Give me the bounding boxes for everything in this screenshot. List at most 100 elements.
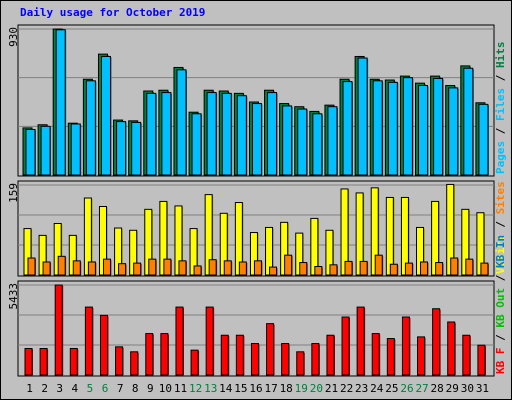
bar-sites-18 — [284, 254, 293, 276]
bar-visits-25 — [385, 196, 394, 276]
legend-item: / — [494, 268, 507, 288]
legend-pages-files-hits: Pages / Files / Hits — [494, 42, 507, 175]
x-tick-label: 25 — [385, 382, 398, 395]
bar-sites-29 — [450, 257, 459, 276]
bar-sites-15 — [238, 261, 247, 276]
x-tick-label: 15 — [234, 382, 247, 395]
bar-kb_f-26 — [401, 316, 410, 376]
bar-sites-13 — [208, 259, 217, 276]
x-tick-label: 26 — [400, 382, 413, 395]
bar-kb_f-23 — [356, 306, 365, 376]
x-tick-label: 24 — [370, 382, 384, 395]
legend-item: Hits — [494, 42, 507, 69]
bar-sites-2 — [42, 261, 51, 276]
bar-sites-1 — [27, 257, 36, 276]
bar-sites-19 — [299, 262, 308, 276]
bar-sites-6 — [102, 258, 111, 276]
bar-sites-12 — [193, 265, 202, 276]
legend-item: / — [494, 328, 507, 348]
bar-sites-28 — [435, 262, 444, 276]
bar-kb_f-8 — [130, 351, 139, 376]
x-tick-label: 4 — [72, 382, 79, 395]
bar-pages-27 — [418, 85, 429, 176]
bar-kb_f-28 — [432, 308, 441, 376]
panel-border — [17, 280, 495, 377]
x-tick-label: 13 — [204, 382, 217, 395]
x-tick-label: 18 — [280, 382, 293, 395]
chart-title: Daily usage for October 2019 — [20, 6, 205, 19]
panel-pages-files-hits: 930 Pages / Files / Hits — [7, 24, 507, 177]
bar-pages-24 — [372, 80, 383, 176]
bar-pages-22 — [342, 81, 353, 176]
bar-kb_f-17 — [266, 323, 275, 376]
x-tick-label: 17 — [264, 382, 277, 395]
bar-kb_f-14 — [220, 334, 229, 376]
x-tick-label: 31 — [476, 382, 489, 395]
bar-sites-7 — [118, 263, 127, 276]
bar-pages-29 — [448, 87, 459, 176]
bar-kb_f-19 — [296, 351, 305, 376]
y-axis-max-label: 159 — [7, 183, 20, 203]
bar-kb_f-31 — [477, 344, 486, 376]
bar-pages-13 — [206, 92, 217, 176]
bar-pages-19 — [297, 108, 308, 176]
bar-kb_f-13 — [205, 306, 214, 376]
bar-kb_f-7 — [115, 346, 124, 376]
bar-kb_f-24 — [371, 333, 380, 376]
x-tick-label: 6 — [102, 382, 109, 395]
bar-pages-25 — [387, 81, 398, 176]
bar-kb_f-20 — [311, 343, 320, 376]
bar-pages-5 — [85, 80, 96, 176]
bar-pages-18 — [282, 105, 293, 176]
bar-kb_f-11 — [175, 306, 184, 376]
bar-kb_f-15 — [235, 334, 244, 376]
bar-pages-3 — [55, 29, 66, 176]
x-tick-label: 16 — [249, 382, 262, 395]
bar-kb_f-10 — [160, 333, 169, 376]
x-tick-label: 30 — [461, 382, 474, 395]
x-tick-label: 10 — [159, 382, 172, 395]
bar-kb_f-6 — [99, 314, 108, 376]
bar-pages-7 — [116, 121, 127, 176]
x-tick-label: 19 — [295, 382, 308, 395]
legend-kbytes: KB F / KB Out / KB In — [494, 235, 507, 374]
bar-sites-9 — [148, 258, 157, 276]
bar-sites-14 — [223, 260, 232, 276]
bar-sites-11 — [178, 260, 187, 276]
bar-sites-26 — [404, 262, 413, 276]
legend-item: Sites — [494, 181, 507, 214]
bar-pages-30 — [463, 67, 474, 176]
legend-item: KB Out — [494, 288, 507, 328]
bar-pages-9 — [146, 92, 157, 176]
bar-sites-25 — [389, 263, 398, 276]
bar-kb_f-3 — [54, 284, 63, 376]
x-tick-label: 23 — [355, 382, 368, 395]
legend-item: KB F — [494, 348, 507, 375]
x-tick-label: 12 — [189, 382, 202, 395]
x-tick-label: 7 — [117, 382, 124, 395]
bar-kb_f-5 — [84, 306, 93, 376]
bar-kb_f-12 — [190, 349, 199, 376]
bar-sites-22 — [344, 260, 353, 276]
x-tick-label: 29 — [446, 382, 459, 395]
bar-sites-4 — [72, 260, 81, 276]
bar-pages-1 — [25, 128, 36, 176]
bar-kb_f-30 — [462, 334, 471, 376]
x-tick-label: 14 — [219, 382, 233, 395]
bar-sites-3 — [57, 255, 66, 276]
legend-visits-sites: Visits / Sites — [494, 181, 507, 274]
bar-sites-31 — [480, 262, 489, 276]
bar-pages-15 — [236, 95, 247, 176]
x-tick-label: 9 — [147, 382, 154, 395]
bar-pages-28 — [433, 77, 444, 176]
bar-sites-20 — [314, 266, 323, 276]
bar-kb_f-21 — [326, 334, 335, 376]
panel-kbytes: 5433 KB F / KB Out / KB In — [7, 235, 507, 377]
bar-sites-8 — [133, 262, 142, 276]
bar-pages-12 — [191, 113, 202, 176]
bar-sites-21 — [329, 264, 338, 276]
bar-sites-30 — [465, 258, 474, 276]
bar-pages-11 — [176, 69, 187, 176]
bar-pages-2 — [40, 125, 51, 176]
